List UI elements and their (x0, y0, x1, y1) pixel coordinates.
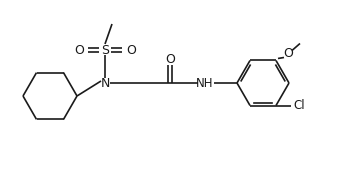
Text: Cl: Cl (293, 99, 305, 112)
Text: NH: NH (196, 76, 214, 89)
Text: O: O (74, 44, 84, 57)
Text: S: S (101, 44, 109, 57)
Text: O: O (283, 47, 293, 60)
Text: O: O (126, 44, 136, 57)
Text: N: N (100, 76, 110, 89)
Text: O: O (165, 52, 175, 65)
